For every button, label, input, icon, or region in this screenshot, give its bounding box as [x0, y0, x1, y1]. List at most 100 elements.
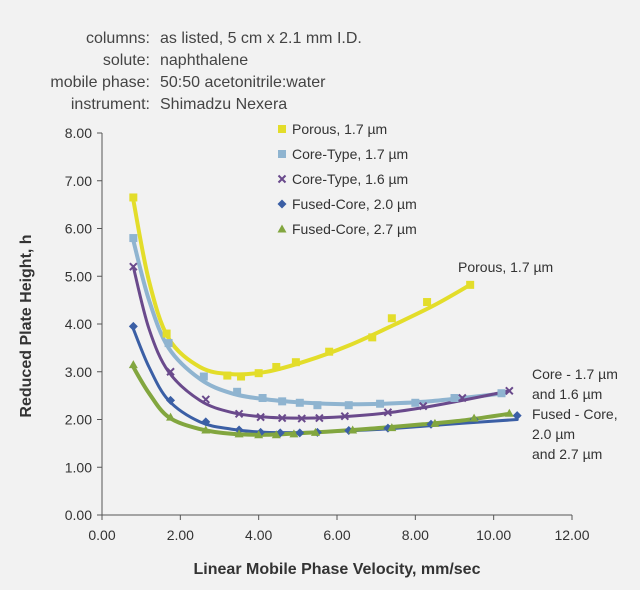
- data-point: [277, 413, 287, 423]
- data-point: [387, 423, 397, 432]
- series-curve: [131, 197, 473, 377]
- data-point: [291, 358, 300, 367]
- data-point: [387, 314, 396, 323]
- legend-label: Fused-Core, 2.7 µm: [292, 221, 417, 237]
- legend-label: Porous, 1.7 µm: [292, 121, 387, 137]
- legend: Porous, 1.7 µm Core-Type, 1.7 µm Core-Type…: [277, 121, 417, 237]
- data-point: [128, 360, 138, 369]
- legend-label: Fused-Core, 2.0 µm: [292, 196, 417, 212]
- data-point: [295, 398, 304, 407]
- annotation-text: Core - 1.7 µm: [532, 366, 618, 382]
- info-value: 50:50 acetonitrile:water: [160, 74, 326, 91]
- info-value: Shimadzu Nexera: [160, 96, 288, 113]
- data-point: [129, 262, 138, 271]
- data-point: [340, 411, 350, 421]
- data-point: [512, 411, 522, 421]
- y-tick-label: 6.00: [65, 221, 92, 237]
- data-point: [368, 333, 377, 342]
- legend-label: Core-Type, 1.6 µm: [292, 171, 408, 187]
- x-tick-label: 2.00: [167, 527, 194, 543]
- data-point: [418, 401, 428, 411]
- annotation-text: 2.0 µm: [532, 426, 575, 442]
- annotation-text: and 1.6 µm: [532, 386, 602, 402]
- legend-marker: [278, 150, 286, 158]
- data-point: [233, 387, 242, 396]
- info-row-mobile-phase: mobile phase: 50:50 acetonitrile:water: [0, 72, 640, 94]
- annotation-text: and 2.7 µm: [532, 446, 602, 462]
- data-point: [325, 347, 334, 356]
- data-point: [344, 401, 353, 410]
- data-point: [234, 429, 244, 438]
- x-tick-label: 0.00: [88, 527, 115, 543]
- data-point: [430, 418, 440, 427]
- data-point: [383, 408, 393, 417]
- data-point: [497, 389, 506, 398]
- info-value: naphthalene: [160, 52, 249, 69]
- y-tick-label: 2.00: [65, 412, 92, 428]
- x-tick-label: 6.00: [323, 527, 350, 543]
- y-tick-label: 7.00: [65, 173, 92, 189]
- data-point: [237, 372, 246, 381]
- y-axis-title: Reduced Plate Height, h: [18, 234, 35, 417]
- data-point: [315, 413, 324, 423]
- data-point: [295, 428, 305, 438]
- info-label: instrument:: [70, 96, 150, 113]
- y-tick-label: 3.00: [65, 364, 92, 380]
- data-point: [411, 398, 420, 407]
- annotation-text: Porous, 1.7 µm: [458, 259, 553, 275]
- info-value: as listed, 5 cm x 2.1 mm I.D.: [160, 30, 362, 47]
- info-label: solute:: [102, 52, 150, 69]
- data-point: [201, 425, 211, 434]
- info-row-columns: columns: as listed, 5 cm x 2.1 mm I.D.: [0, 28, 640, 50]
- info-row-instrument: instrument: Shimadzu Nexera: [0, 94, 640, 116]
- data-point: [254, 369, 263, 378]
- data-point: [164, 339, 173, 348]
- data-point: [256, 412, 265, 422]
- data-point: [348, 425, 358, 434]
- data-point: [278, 397, 287, 406]
- legend-label: Core-Type, 1.7 µm: [292, 146, 408, 162]
- legend-marker: [278, 125, 286, 133]
- data-point: [201, 395, 210, 404]
- legend-marker: [277, 199, 287, 209]
- data-point: [466, 280, 475, 289]
- x-tick-label: 4.00: [245, 527, 272, 543]
- y-tick-label: 0.00: [65, 507, 92, 523]
- data-point: [166, 412, 176, 421]
- data-markers: [128, 193, 522, 439]
- data-point: [272, 362, 281, 371]
- data-point: [297, 414, 306, 423]
- x-axis-title: Linear Mobile Phase Velocity, mm/sec: [194, 561, 481, 578]
- y-tick-label: 5.00: [65, 268, 92, 284]
- data-point: [128, 321, 138, 331]
- x-tick-label: 10.00: [476, 527, 511, 543]
- data-point: [258, 394, 267, 403]
- data-point: [458, 393, 467, 403]
- data-point: [162, 329, 171, 338]
- legend-marker: [277, 224, 287, 233]
- data-point: [271, 430, 281, 439]
- data-point: [166, 395, 176, 405]
- data-point: [254, 430, 264, 439]
- info-label: mobile phase:: [50, 74, 150, 91]
- legend-marker: [277, 174, 287, 184]
- data-point: [289, 429, 299, 438]
- data-point: [505, 386, 514, 396]
- data-point: [450, 394, 459, 403]
- data-point: [504, 408, 514, 417]
- data-point: [423, 298, 432, 307]
- data-point: [469, 413, 479, 422]
- annotation-text: Fused - Core,: [532, 406, 618, 422]
- info-label: columns:: [85, 30, 150, 47]
- annotations: Porous, 1.7 µm Core - 1.7 µm and 1.6 µm Fus…: [458, 259, 618, 462]
- series-curve: [131, 365, 512, 437]
- axes: 0.00 1.00 2.00 3.00 4.00 5.00 6.00 7.00 8.00 0.00…: [65, 125, 590, 543]
- data-point: [129, 193, 138, 202]
- info-row-solute: solute: naphthalene: [0, 50, 640, 72]
- x-tick-label: 12.00: [554, 527, 589, 543]
- data-point: [376, 399, 385, 408]
- series-curve: [131, 238, 508, 407]
- x-tick-label: 8.00: [402, 527, 429, 543]
- data-point: [199, 372, 208, 381]
